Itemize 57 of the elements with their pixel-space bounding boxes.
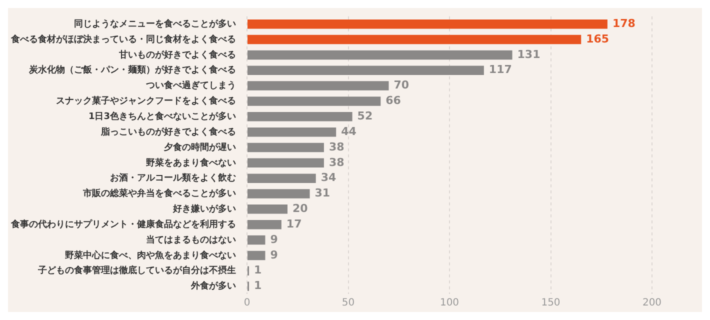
y-tick-label: 野菜をあまり食べない	[146, 157, 236, 168]
y-tick-label: 当てはまるものはない	[146, 234, 236, 246]
y-tick-label: 炭水化物（ご飯・パン・麺類）が好きでよく食べる	[28, 64, 236, 76]
bar	[248, 235, 266, 245]
data-label: 34	[320, 171, 337, 184]
y-tick-label: つい食べ過ぎてしまう	[145, 80, 236, 92]
bar	[248, 220, 282, 230]
data-label: 38	[328, 156, 344, 169]
bar	[248, 34, 582, 44]
data-label: 44	[341, 124, 357, 138]
x-tick-label: 150	[541, 298, 560, 309]
data-label: 1	[254, 279, 262, 292]
data-label: 70	[394, 78, 410, 92]
data-label: 9	[270, 248, 278, 262]
y-tick-label: 食べる食材がほぼ決まっている・同じ食材をよく食べる	[10, 34, 236, 45]
bar	[248, 50, 512, 60]
bar	[248, 142, 324, 152]
y-tick-label: スナック菓子やジャンクフードをよく食べる	[56, 96, 236, 107]
data-label: 117	[488, 63, 512, 76]
y-tick-label: お酒・アルコール類をよく飲む	[110, 172, 236, 184]
y-tick-label: 食事の代わりにサプリメント・健康食品などを利用する	[10, 218, 236, 230]
x-tick-label: 0	[244, 298, 250, 309]
data-label: 38	[328, 140, 344, 154]
y-tick-label: 同じようなメニューを食べることが多い	[74, 18, 236, 30]
bar	[248, 96, 381, 106]
bar	[248, 250, 266, 260]
y-tick-label: 野菜中心に食べ、肉や魚をあまり食べない	[65, 250, 236, 261]
x-tick-label: 50	[342, 298, 355, 309]
y-tick-label: 市販の総菜や弁当を食べることが多い	[82, 188, 236, 200]
y-tick-label: 子どもの食事管理は徹底しているが自分は不摂生	[37, 265, 236, 276]
data-label: 131	[517, 48, 540, 61]
y-tick-label: 脂っこいものが好きでよく食べる	[100, 126, 236, 138]
bar	[248, 158, 324, 168]
data-label: 20	[292, 202, 308, 216]
bar	[248, 127, 336, 137]
data-label: 9	[270, 232, 278, 246]
data-label: 31	[314, 186, 330, 200]
bar	[248, 19, 608, 29]
x-tick-label: 200	[642, 298, 662, 309]
data-label: 17	[286, 217, 302, 230]
data-label: 165	[586, 32, 610, 46]
bar	[248, 204, 288, 214]
bar	[248, 81, 389, 90]
data-label: 66	[386, 94, 402, 108]
y-tick-label: 1日3色きちんと食べないことが多い	[88, 110, 236, 122]
y-tick-label: 外食が多い	[190, 280, 236, 292]
y-tick-label: 好き嫌いが多い	[172, 204, 236, 215]
bar	[248, 112, 352, 122]
bar	[248, 189, 310, 198]
y-tick-label: 甘いものが好きでよく食べる	[118, 49, 236, 60]
data-label: 52	[357, 110, 373, 123]
y-tick-label: 夕食の時間が遅い	[163, 142, 236, 153]
bar	[248, 66, 484, 76]
data-label: 178	[612, 16, 636, 30]
bar	[248, 174, 316, 183]
x-tick-label: 100	[440, 298, 460, 309]
data-label: 1	[254, 264, 262, 277]
